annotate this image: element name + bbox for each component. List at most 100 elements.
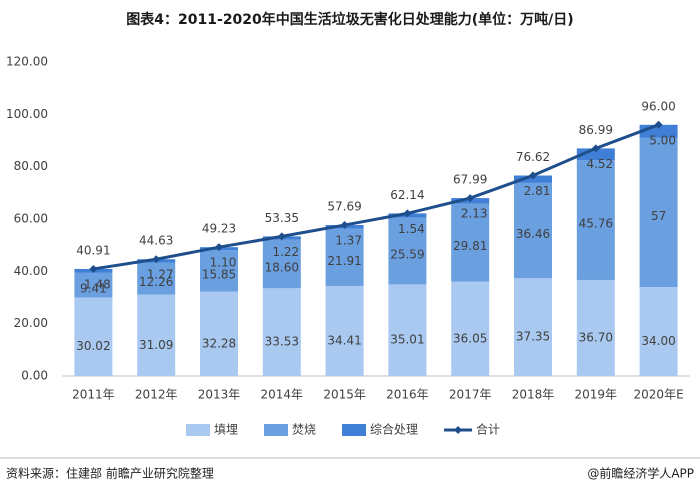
data-label: 44.63 (139, 234, 173, 248)
data-label: 32.28 (202, 336, 236, 350)
data-label: 4.52 (586, 157, 613, 171)
total-line (93, 123, 660, 271)
bar-segment (514, 278, 552, 376)
data-label: 45.76 (579, 217, 613, 231)
x-tick-label: 2011年 (72, 388, 115, 402)
x-tick-label: 2015年 (323, 388, 366, 402)
y-tick-label: 0.00 (21, 369, 48, 383)
data-label: 1.54 (398, 222, 425, 236)
data-label: 18.60 (265, 260, 299, 274)
bar-segment (576, 279, 615, 376)
bar-segment (639, 137, 678, 288)
data-label: 31.09 (139, 338, 173, 352)
line-marker (466, 194, 475, 203)
legend-label: 填埋 (214, 423, 238, 437)
x-tick-label: 2012年 (135, 388, 178, 402)
bar-segment (576, 148, 615, 161)
line-marker (340, 221, 349, 230)
bar-segment (200, 250, 238, 292)
x-tick-label: 2016年 (386, 388, 429, 402)
bar-segment (451, 203, 490, 282)
y-tick-label: 20.00 (14, 316, 48, 330)
data-label: 62.14 (390, 188, 424, 202)
legend-swatch (264, 424, 289, 436)
data-label: 21.91 (327, 254, 361, 268)
data-label: 30.02 (76, 339, 110, 353)
x-tick-label: 2020年E (634, 388, 684, 402)
data-label: 5.00 (649, 133, 676, 147)
data-label: 9.41 (80, 282, 107, 296)
y-tick-label: 120.00 (6, 55, 48, 69)
bar-segment (388, 284, 427, 376)
line-marker (591, 144, 600, 153)
x-tick-label: 2014年 (261, 388, 304, 402)
credit: @前瞻经济学人APP (587, 466, 694, 481)
data-label: 12.26 (139, 275, 173, 289)
line-marker (277, 232, 286, 241)
bar-segment (388, 217, 427, 285)
legend-label: 合计 (476, 422, 500, 437)
legend-marker (454, 426, 463, 434)
data-label: 53.35 (265, 211, 299, 225)
data-label: 34.41 (327, 333, 361, 347)
legend-swatch (342, 424, 367, 436)
line-marker (403, 209, 412, 218)
bar-segment (262, 239, 301, 289)
data-label: 49.23 (202, 222, 236, 236)
bar-segment (137, 262, 176, 295)
bar-segment (514, 182, 552, 279)
data-label: 67.99 (453, 173, 487, 187)
y-tick-label: 60.00 (14, 212, 48, 226)
bar-segment (451, 281, 490, 376)
data-label: 76.62 (516, 150, 550, 164)
data-label: 57 (651, 209, 666, 223)
legend-label: 综合处理 (370, 422, 418, 437)
data-label: 57.69 (327, 200, 361, 214)
data-label: 1.37 (335, 234, 362, 248)
data-label: 34.00 (641, 334, 675, 348)
data-label: 35.01 (390, 333, 424, 347)
bar-segment (639, 287, 678, 376)
bar-segment (325, 285, 364, 376)
x-tick-label: 2017年 (449, 388, 492, 402)
bar-segment (74, 272, 113, 298)
data-label: 1.48 (84, 277, 111, 291)
data-label: 29.81 (453, 239, 487, 253)
x-tick-label: 2018年 (512, 388, 555, 402)
data-label: 86.99 (579, 123, 613, 137)
line-marker (654, 120, 663, 129)
bar-segment (576, 160, 615, 280)
data-label: 1.27 (147, 268, 174, 282)
y-tick-label: 100.00 (6, 107, 48, 121)
line-marker (215, 243, 223, 252)
x-tick-label: 2019年 (575, 388, 618, 402)
data-label: 36.46 (516, 227, 550, 241)
bar-segment (325, 228, 364, 286)
legend-label: 焚烧 (292, 423, 316, 437)
data-label: 15.85 (202, 267, 236, 281)
bar-segment (200, 291, 238, 376)
chart-title: 图表4：2011-2020年中国生活垃圾无害化日处理能力(单位：万吨/日) (126, 11, 573, 28)
source: 资料来源：住建部 前瞻产业研究院整理 (6, 466, 214, 481)
line-marker (529, 171, 537, 180)
data-label: 2.81 (524, 184, 551, 198)
data-label: 25.59 (390, 247, 424, 261)
legend-swatch (186, 424, 210, 436)
data-label: 1.22 (272, 245, 299, 259)
data-label: 37.35 (516, 330, 550, 344)
data-label: 1.10 (210, 256, 237, 270)
y-tick-label: 80.00 (14, 159, 48, 173)
data-label: 40.91 (76, 243, 110, 257)
bar-segment (74, 297, 113, 376)
data-label: 96.00 (641, 99, 675, 113)
line-marker (152, 255, 161, 264)
x-tick-label: 2013年 (198, 388, 241, 402)
data-label: 33.53 (265, 335, 299, 349)
data-label: 36.70 (579, 330, 613, 344)
data-label: 36.05 (453, 331, 487, 345)
data-label: 2.13 (461, 207, 488, 221)
line-marker (89, 264, 98, 273)
y-tick-label: 40.00 (14, 264, 48, 278)
bar-segment (137, 294, 176, 376)
